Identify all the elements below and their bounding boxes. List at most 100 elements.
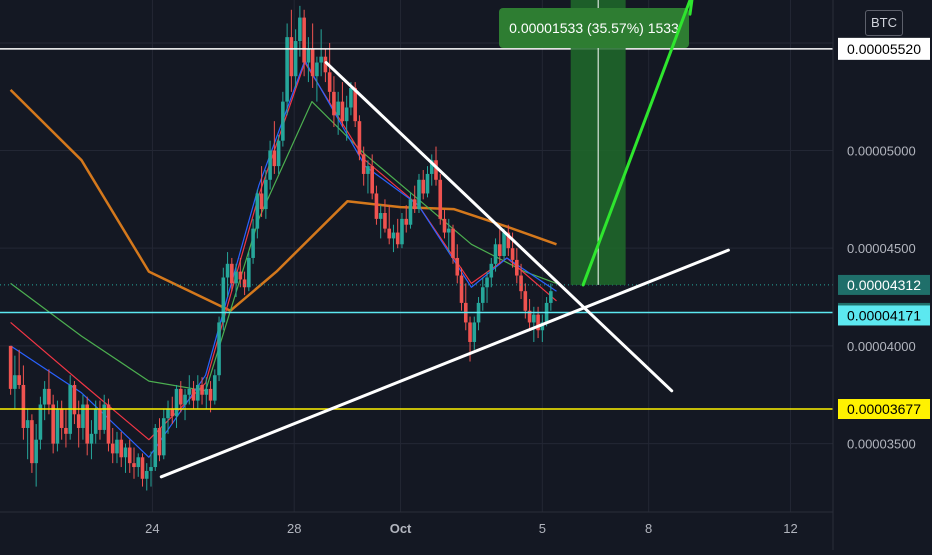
candle (383, 199, 387, 233)
candle-body (93, 408, 98, 434)
candle-body (187, 388, 192, 395)
candle (208, 381, 213, 413)
currency-badge[interactable]: BTC (865, 10, 903, 36)
candle (332, 76, 336, 128)
candle-body (306, 48, 311, 63)
candle-body (115, 439, 119, 454)
candle (191, 381, 196, 409)
candle-body (247, 257, 251, 288)
candle (498, 228, 502, 264)
candle-body (374, 193, 379, 219)
cyan-support-tag-text: 0.00004171 (847, 307, 921, 323)
candle-body (34, 439, 38, 464)
candle-body (238, 271, 243, 280)
candle (378, 205, 383, 239)
candle (417, 173, 421, 214)
candle (166, 400, 170, 434)
grid (0, 0, 833, 512)
candle (387, 205, 392, 245)
candle (161, 408, 166, 460)
currency-badge-label: BTC (871, 15, 897, 30)
candle-body (13, 375, 17, 389)
candle (123, 443, 128, 473)
candle (310, 23, 315, 88)
candle (472, 316, 477, 350)
candle-body (370, 166, 374, 194)
candle-body (21, 384, 26, 428)
y-tick-label: 0.00004500 (847, 241, 916, 256)
candle-body (298, 17, 302, 42)
candle (25, 408, 30, 460)
candle (76, 400, 81, 448)
candle (506, 224, 511, 256)
candle-body (166, 408, 170, 419)
candle-body (42, 388, 47, 405)
candle-body (161, 418, 166, 456)
candle-body (183, 394, 187, 405)
candle (493, 238, 498, 272)
yellow-support-tag-text: 0.00003677 (847, 401, 921, 417)
trendlines (159, 61, 730, 479)
candle-body (480, 287, 485, 303)
candle (187, 375, 192, 405)
y-tick-label: 0.00004000 (847, 339, 916, 354)
candle (38, 396, 43, 450)
candle-body (264, 179, 268, 210)
candle-body (302, 17, 306, 63)
candle-body (259, 193, 264, 210)
breakout-arrow (581, 0, 692, 287)
candle (549, 283, 553, 311)
candle (463, 283, 468, 331)
candle (515, 248, 519, 284)
candle-body (242, 279, 247, 288)
candle-body (340, 101, 345, 122)
descending-resistance-trendline (324, 61, 674, 393)
candle-body (178, 388, 183, 405)
candle-body (425, 173, 430, 194)
candle-body (353, 87, 357, 122)
candle (395, 218, 400, 249)
x-tick-label: 12 (783, 521, 797, 536)
candle (183, 388, 187, 421)
candle (455, 244, 460, 284)
candle-body (144, 470, 149, 479)
candle (93, 400, 98, 444)
candle (327, 42, 332, 102)
candle (102, 394, 107, 434)
candle (140, 453, 145, 487)
candle-body (204, 388, 209, 395)
candle-body (327, 72, 332, 92)
candle (442, 209, 447, 239)
candle-body (72, 384, 77, 415)
candle (132, 447, 136, 479)
candle-body (549, 291, 553, 303)
candle-body (349, 87, 353, 108)
candle-body (64, 427, 68, 434)
candle-body (136, 457, 141, 468)
ascending-support-trendline (159, 248, 730, 479)
x-tick-label: 5 (539, 521, 546, 536)
candle (489, 257, 494, 288)
candle-body (361, 154, 366, 174)
y-tick-label: 0.00003500 (847, 437, 916, 452)
candle-body (119, 439, 124, 458)
candle (242, 271, 247, 296)
candle-body (527, 310, 532, 323)
candle-body (417, 179, 421, 210)
candle-body (200, 384, 204, 395)
x-tick-label: Oct (390, 521, 412, 536)
candle-body (285, 37, 289, 102)
breakout-arrowhead (688, 0, 694, 16)
candle-body (357, 121, 362, 155)
candle-body (293, 41, 298, 77)
candle (421, 170, 426, 200)
candle-body (289, 37, 294, 77)
candle (17, 349, 21, 389)
candle-body (523, 291, 528, 311)
candle (429, 154, 434, 186)
candle (119, 431, 124, 468)
x-tick-label: 24 (145, 521, 159, 536)
candle (251, 218, 255, 264)
candle (21, 365, 26, 440)
